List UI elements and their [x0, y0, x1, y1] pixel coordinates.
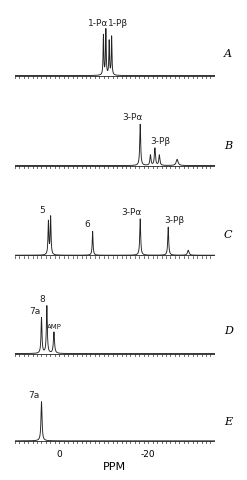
Text: 3-Pβ: 3-Pβ [151, 137, 171, 146]
Text: 7a: 7a [29, 307, 41, 316]
Text: AMP: AMP [46, 324, 62, 330]
Text: E: E [224, 417, 232, 427]
Text: 5: 5 [40, 206, 45, 215]
Text: A: A [224, 48, 232, 59]
Text: 1-Pβ: 1-Pβ [108, 19, 128, 28]
Text: C: C [224, 230, 232, 240]
Text: 6: 6 [84, 220, 90, 229]
Text: 3-Pβ: 3-Pβ [164, 216, 184, 225]
Text: 8: 8 [40, 295, 45, 304]
Text: 3-Pα: 3-Pα [121, 208, 142, 217]
Text: D: D [224, 326, 233, 336]
Text: B: B [224, 141, 232, 151]
Text: 7a: 7a [28, 391, 39, 400]
Text: 3-Pα: 3-Pα [123, 113, 143, 122]
X-axis label: PPM: PPM [103, 462, 126, 472]
Text: 1-Pα: 1-Pα [88, 19, 109, 28]
